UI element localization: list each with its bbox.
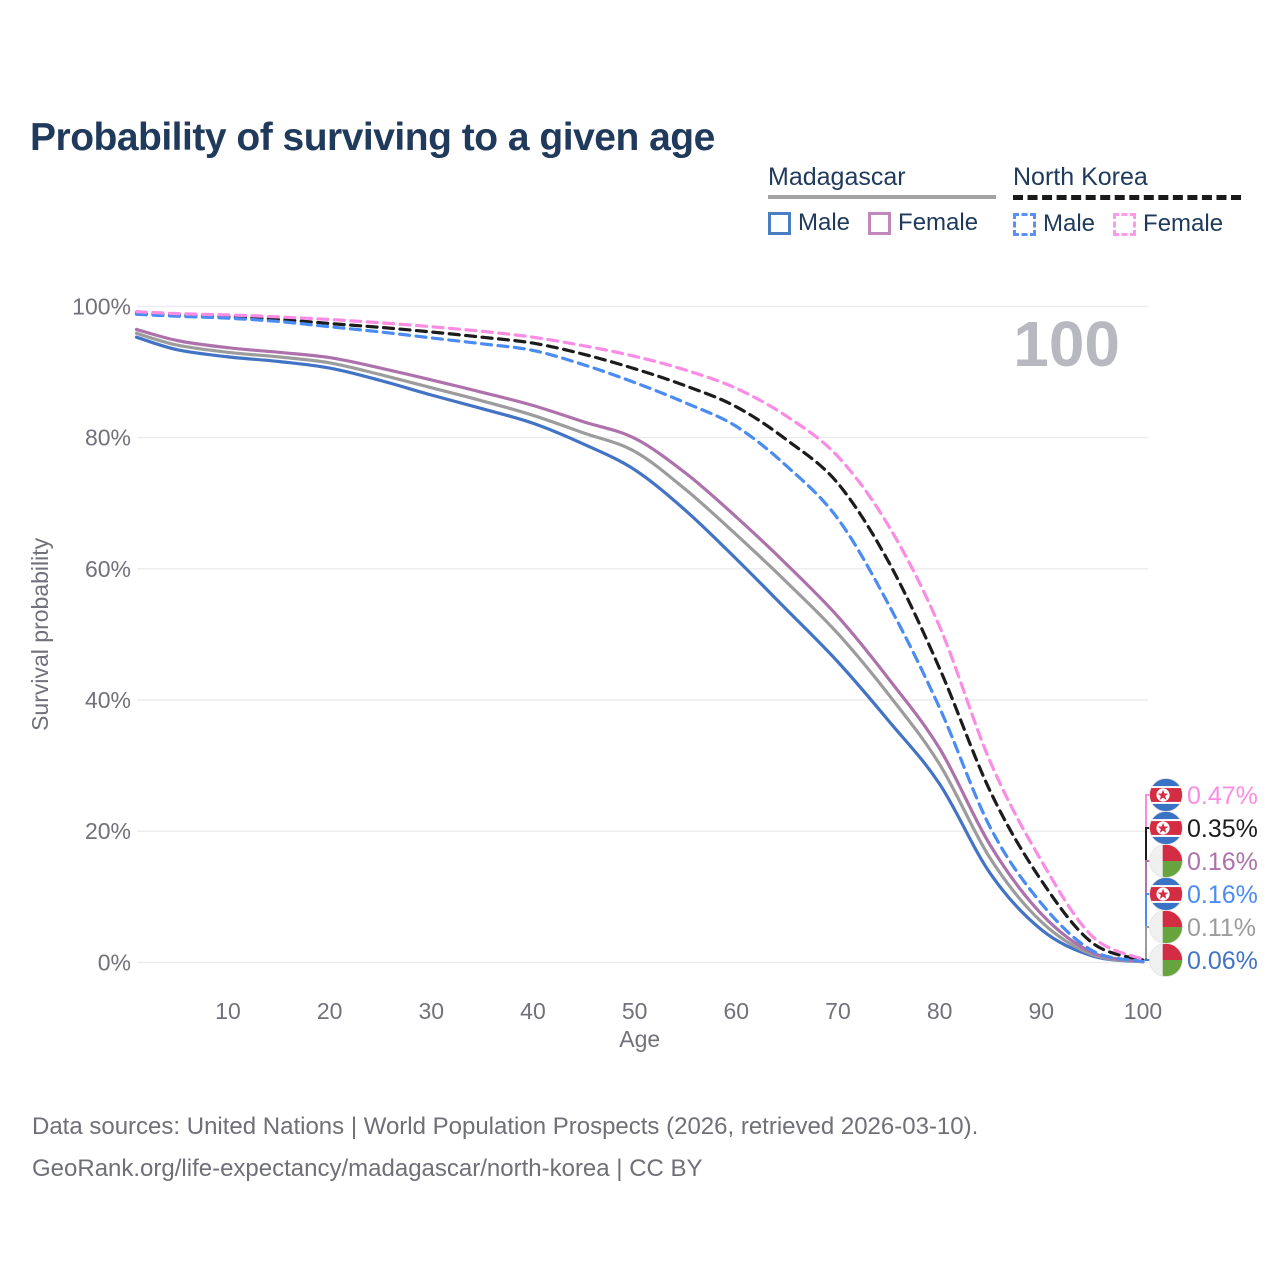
y-tick-label: 100%	[72, 293, 131, 319]
x-tick-label: 90	[1029, 998, 1055, 1024]
attribution-line: GeoRank.org/life-expectancy/madagascar/n…	[32, 1155, 703, 1182]
curve-madagascar-female[interactable]	[134, 327, 1145, 963]
flag-icon-north-korea	[1149, 778, 1183, 812]
end-value-label: 0.16%	[1187, 881, 1258, 909]
end-value-label: 0.35%	[1187, 815, 1258, 843]
legend-line-sample-dashed	[1013, 195, 1242, 200]
legend-country-north-korea[interactable]: North Korea	[1013, 163, 1148, 191]
curve-north-korea[interactable]	[134, 311, 1145, 962]
curve-madagascar-male[interactable]	[134, 335, 1145, 964]
x-axis-title: Age	[619, 1026, 660, 1052]
flag-icon-north-korea	[1149, 877, 1183, 911]
legend-item-madagascar-female[interactable]: Female	[868, 209, 978, 237]
y-tick-label: 20%	[85, 818, 131, 844]
page-title: Probability of surviving to a given age	[30, 116, 715, 160]
legend-label-madagascar-female: Female	[898, 209, 979, 236]
legend-group-north-korea: North Korea Male Female	[1013, 163, 1242, 238]
y-tick-label: 60%	[85, 556, 131, 582]
curve-north-korea-male[interactable]	[134, 312, 1145, 963]
flag-ring	[1149, 943, 1183, 977]
end-value-label: 0.11%	[1187, 914, 1256, 942]
legend-label-north-korea-male: Male	[1043, 210, 1096, 237]
end-value-label: 0.47%	[1187, 782, 1258, 810]
x-tick-label: 30	[419, 998, 445, 1024]
legend-swatch-north-korea-female	[1113, 212, 1137, 236]
legend-item-north-korea-female[interactable]: Female	[1113, 210, 1223, 238]
end-value-label: 0.16%	[1187, 848, 1258, 876]
curve-north-korea-female[interactable]	[134, 310, 1145, 961]
x-tick-label: 40	[520, 998, 546, 1024]
legend-label-north-korea-female: Female	[1143, 210, 1224, 237]
legend-country-madagascar[interactable]: Madagascar	[768, 163, 906, 191]
y-axis-title: Survival probability	[27, 537, 53, 731]
x-tick-label: 10	[215, 998, 241, 1024]
y-tick-label: 0%	[98, 949, 131, 975]
legend-group-madagascar: Madagascar Male Female	[768, 163, 997, 237]
x-tick-label: 60	[724, 998, 750, 1024]
legend-item-madagascar-male[interactable]: Male	[768, 209, 850, 237]
legend-swatch-north-korea-male	[1013, 212, 1036, 236]
legend-line-sample-solid	[768, 195, 997, 199]
x-tick-label: 20	[317, 998, 343, 1024]
x-tick-label: 80	[927, 998, 953, 1024]
data-sources-line: Data sources: United Nations | World Pop…	[32, 1113, 979, 1140]
y-tick-label: 40%	[85, 687, 131, 713]
flag-icon-north-korea	[1149, 811, 1183, 845]
legend-item-north-korea-male[interactable]: Male	[1013, 210, 1095, 238]
x-tick-label: 50	[622, 998, 648, 1024]
y-tick-label: 80%	[85, 425, 131, 451]
curve-madagascar[interactable]	[134, 331, 1145, 964]
end-value-label: 0.06%	[1187, 947, 1258, 975]
footer: Data sources: United Nations | World Pop…	[32, 1106, 978, 1190]
legend-label-madagascar-male: Male	[798, 209, 851, 236]
legend-swatch-madagascar-female	[868, 211, 892, 235]
x-tick-label: 70	[825, 998, 851, 1024]
legend-swatch-madagascar-male	[768, 211, 791, 235]
watermark-age-100: 100	[1013, 308, 1120, 380]
x-tick-label: 100	[1124, 998, 1162, 1024]
